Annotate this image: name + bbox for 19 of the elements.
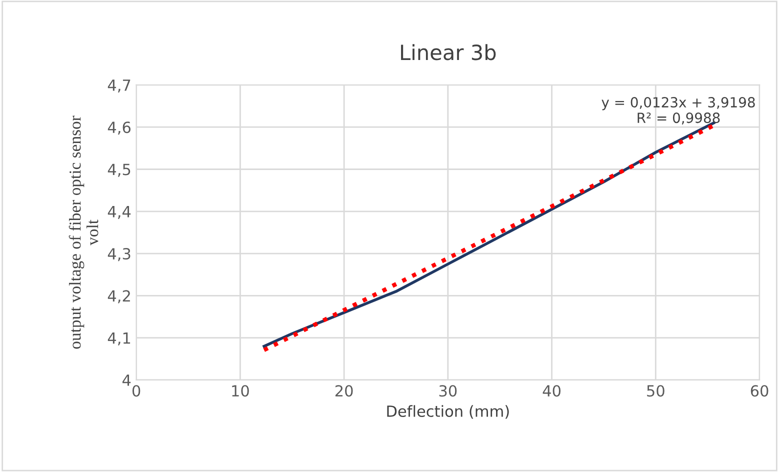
annotation: y = 0,0123x + 3,9198 R² = 0,9988: [602, 97, 755, 124]
y-tick-label: 4,5: [108, 164, 130, 177]
y-axis-title: output voltage of fiber optic sensor volt: [68, 116, 98, 349]
y-tick-label: 4,2: [108, 290, 130, 304]
y-tick-label: 4,6: [108, 122, 130, 135]
x-axis-title: Deflection (mm): [387, 405, 509, 419]
x-tick-label: 50: [647, 385, 664, 397]
x-tick-label: 30: [439, 385, 457, 397]
x-tick-label: 60: [750, 385, 768, 397]
y-tick-label: 4,3: [108, 248, 130, 262]
x-tick-label: 20: [335, 385, 353, 397]
y-tick-label: 4: [122, 374, 131, 386]
y-tick-label: 4,1: [108, 332, 130, 346]
y-tick-label: 4,7: [108, 80, 130, 93]
x-tick-label: 40: [542, 385, 560, 397]
x-tick-label: 10: [232, 385, 249, 397]
y-tick-label: 4,4: [108, 206, 131, 219]
chart-title: Linear 3b: [401, 44, 496, 60]
x-tick-label: 0: [132, 385, 140, 397]
